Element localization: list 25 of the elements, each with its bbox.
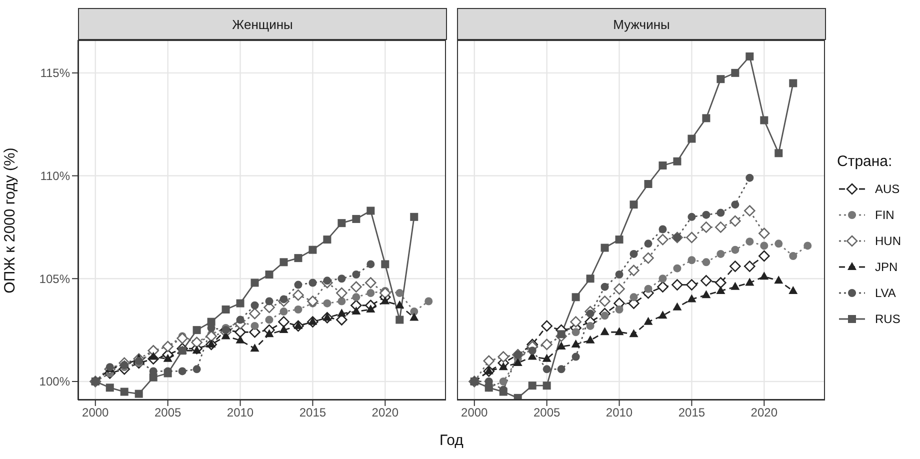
chart-title: Мужчины — [457, 8, 826, 40]
legend-label: AUS — [875, 182, 900, 196]
legend-label: FIN — [875, 208, 894, 222]
legend-label: LVA — [875, 286, 896, 300]
legend-label: JPN — [875, 260, 898, 274]
y-tick-label: 100% — [39, 374, 70, 389]
y-tick-label: 115% — [40, 66, 70, 80]
legend-label: HUN — [875, 234, 901, 248]
x-tick-label: 2010 — [226, 406, 254, 420]
x-tick-label: 2010 — [606, 406, 633, 420]
x-axis-title: Год — [438, 432, 464, 449]
x-tick-label: 2020 — [750, 406, 778, 420]
y-axis-title: ОПЖ к 2000 году (%) — [2, 147, 19, 293]
chart-title: Женщины — [78, 8, 447, 40]
y-tick-label: 110% — [40, 169, 70, 184]
x-tick-label: 2015 — [678, 406, 706, 420]
legend-label: RUS — [875, 312, 900, 326]
x-tick-label: 2005 — [154, 406, 182, 420]
legend-title: Страна: — [837, 153, 894, 170]
x-tick-label: 2020 — [372, 406, 399, 420]
y-tick-label: 105% — [39, 272, 70, 286]
x-tick-label: 2000 — [82, 406, 110, 420]
x-tick-label: 2005 — [533, 406, 560, 420]
x-tick-label: 2015 — [299, 406, 326, 420]
x-tick-label: 2000 — [461, 406, 488, 420]
